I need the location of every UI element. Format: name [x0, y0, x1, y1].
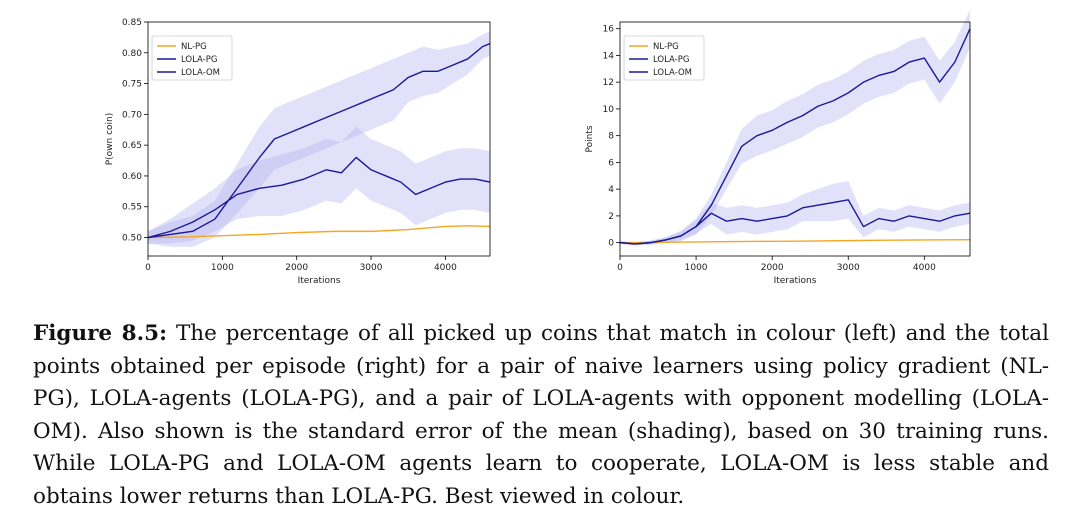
y-tick-label: 0.55: [122, 203, 142, 213]
x-tick-label: 1000: [211, 263, 234, 273]
x-tick-label: 3000: [837, 263, 860, 273]
x-tick-label: 4000: [913, 263, 936, 273]
legend-entry: LOLA-PG: [653, 55, 689, 65]
y-tick-label: 0.75: [122, 80, 142, 90]
y-tick-label: 0: [608, 239, 614, 249]
legend-box: [623, 35, 705, 81]
y-tick-label: 0.85: [122, 18, 142, 28]
figure-caption: Figure 8.5: The percentage of all picked…: [33, 318, 1049, 513]
y-tick-label: 0.65: [122, 141, 142, 151]
y-axis-label: P(own coin): [105, 113, 115, 166]
chart-panel-1: 0 1000 2000 3000 4000 0.50 0.55 0.60 0.65 0.70 0.7…: [105, 18, 491, 286]
x-tick-label: 4000: [434, 263, 457, 273]
legend: NL-PG LOLA-PG LOLA-OM: [151, 35, 233, 81]
x-tick-label: 0: [617, 263, 623, 273]
series-line-nl-pg: [619, 238, 971, 244]
x-tick-label: 0: [145, 263, 151, 273]
x-axis-label: Iterations: [774, 276, 817, 286]
x-tick-label: 1000: [685, 263, 708, 273]
y-tick-label: 14: [603, 51, 615, 61]
y-tick-label: 0.50: [122, 234, 142, 244]
legend-entry: NL-PG: [181, 42, 207, 52]
y-tick-label: 12: [603, 78, 614, 88]
series-line-lola-om: [619, 199, 971, 245]
series-line-nl-pg: [147, 225, 491, 239]
y-tick-label: 16: [603, 25, 615, 35]
legend-entry: LOLA-PG: [181, 55, 217, 65]
x-tick-label: 3000: [360, 263, 383, 273]
legend-entry: LOLA-OM: [653, 68, 692, 78]
plot-frame: [619, 21, 971, 257]
chart-panel-2: 0 1000 2000 3000 4000 0 2 4 6 8 10 12 14 16 Iterations…: [585, 9, 971, 286]
legend: NL-PG LOLA-PG LOLA-OM: [623, 35, 705, 81]
y-tick-label: 0.70: [122, 110, 142, 120]
y-tick-label: 6: [608, 158, 614, 168]
y-tick-label: 0.80: [122, 49, 142, 59]
y-axis-label: Points: [585, 125, 595, 152]
y-tick-label: 0.60: [122, 172, 142, 182]
x-tick-label: 2000: [761, 263, 784, 273]
y-tick-label: 8: [608, 132, 614, 142]
x-tick-label: 2000: [285, 263, 308, 273]
plot-frame: [147, 21, 491, 257]
caption-label: Figure 8.5:: [33, 321, 168, 346]
x-axis-label: Iterations: [298, 276, 341, 286]
charts-figure: 0 1000 2000 3000 40000.500.550.600.650.700.7…: [105, 9, 971, 286]
error-band-lola-pg: [620, 9, 970, 246]
legend-entry: LOLA-OM: [181, 68, 220, 78]
y-tick-label: 10: [603, 105, 615, 115]
error-band-lola-om: [148, 126, 490, 244]
y-tick-label: 2: [608, 212, 614, 222]
legend-entry: NL-PG: [653, 42, 679, 52]
series-line-lola-pg: [147, 42, 491, 239]
error-band-lola-om: [620, 181, 970, 246]
caption-text: The percentage of all picked up coins th…: [33, 321, 1049, 509]
legend-box: [151, 35, 233, 81]
y-tick-label: 4: [608, 185, 614, 195]
series-line-lola-om: [147, 156, 491, 239]
